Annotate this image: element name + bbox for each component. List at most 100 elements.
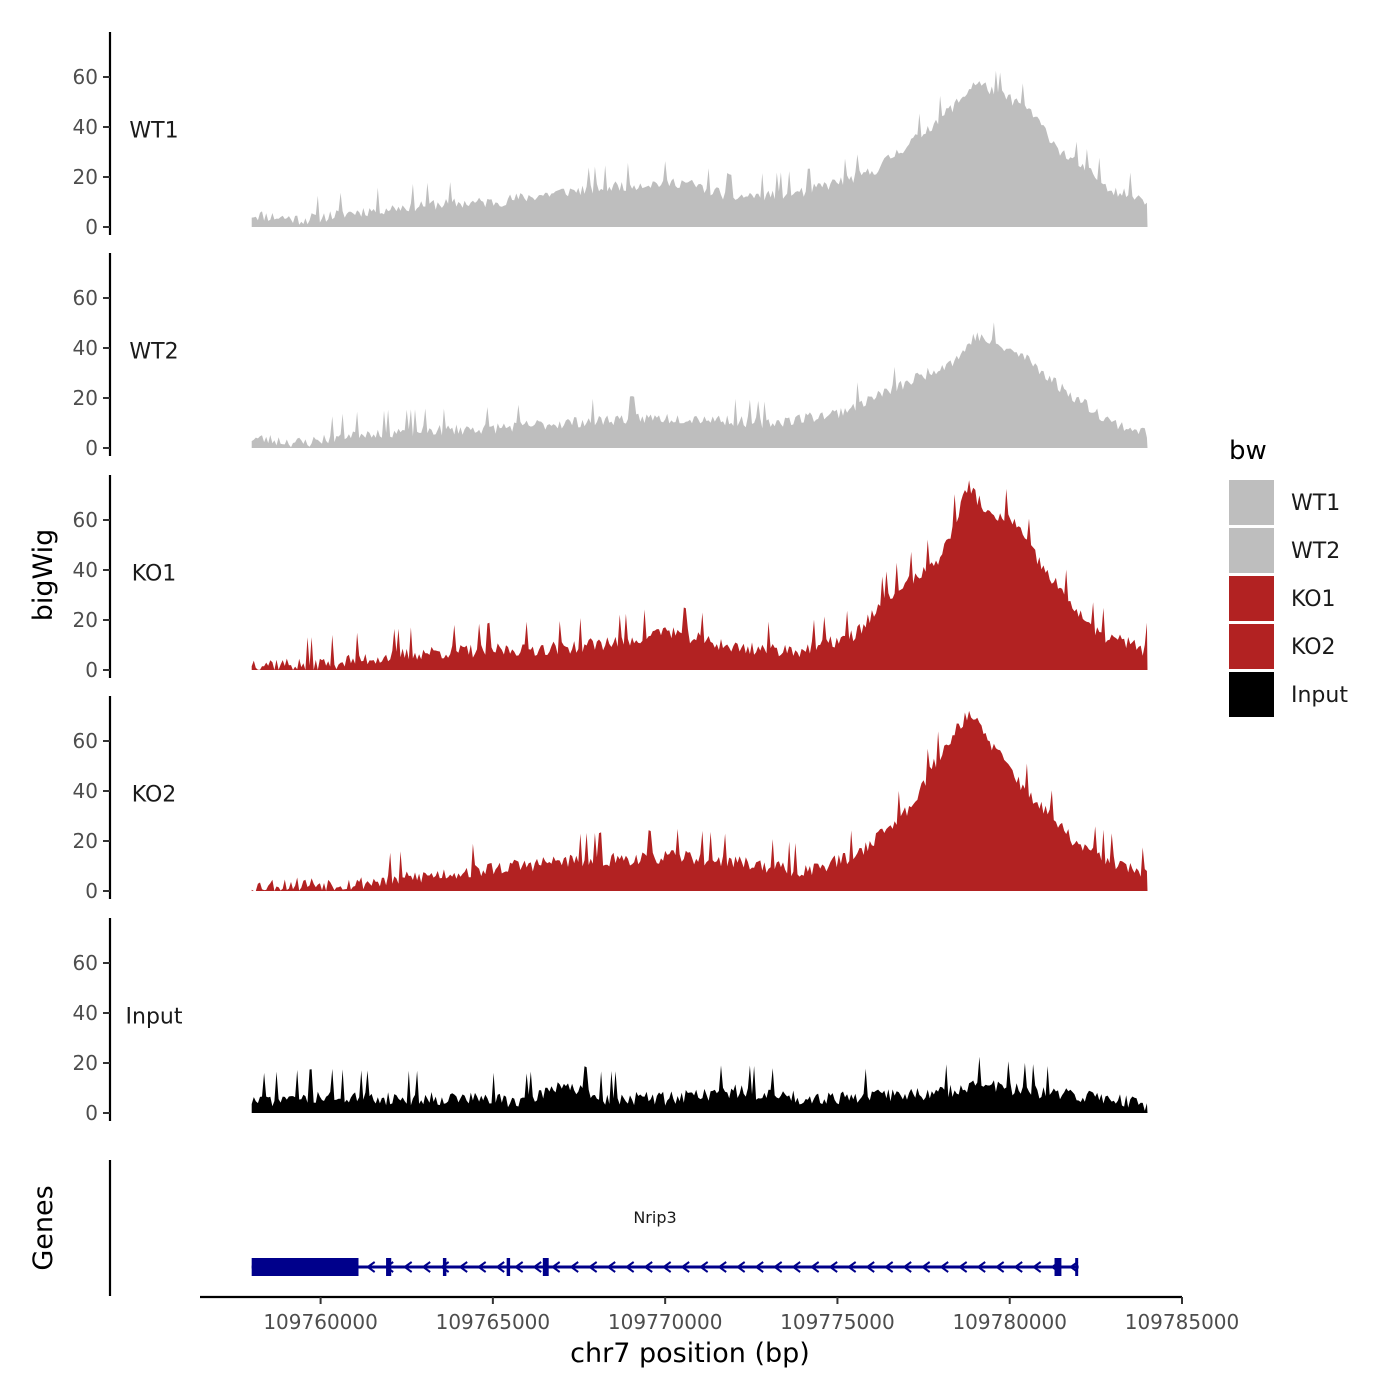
strand-arrow [754,1261,764,1273]
strand-arrow [809,1261,820,1273]
genes-track-title: Genes [28,1185,59,1270]
y-tick-label: 40 [73,115,98,139]
y-tick-label: 0 [85,658,98,682]
strand-arrow [994,1261,1005,1273]
strand-arrow [939,1261,949,1273]
legend-label-ko2: KO2 [1291,635,1336,660]
strand-arrow [513,1261,524,1273]
gene-exon [251,1258,359,1276]
y-tick-label: 40 [73,1001,98,1025]
track-label-input: Input [126,1005,183,1030]
strand-arrow [532,1261,542,1273]
strand-arrow [458,1261,468,1273]
strand-arrow [606,1261,616,1273]
track-label-wt2: WT2 [129,340,178,365]
coverage-area-ko1 [251,480,1148,670]
legend-key-input [1229,672,1274,717]
y-tick-label: 0 [85,436,98,460]
strand-arrow [828,1261,838,1273]
strand-arrow [735,1261,746,1273]
strand-arrow [550,1261,561,1273]
coverage-area-input [251,1056,1148,1113]
legend: bw WT1 WT2 KO1 KO2 Input [1229,436,1348,717]
track-wt2: 0 20 40 60 WT2 [73,253,1148,460]
y-tick-label: 40 [73,779,98,803]
strand-arrow [421,1261,431,1273]
x-tick-label: 109760000 [263,1310,378,1334]
strand-arrow [643,1261,653,1273]
y-tick-label: 60 [73,729,98,753]
y-axis-title: bigWig [28,529,59,622]
strand-arrow [698,1261,709,1273]
coverage-area-wt2 [251,322,1148,448]
strand-arrow [902,1261,912,1273]
strand-arrow [846,1261,857,1273]
strand-arrow [717,1261,727,1273]
strand-arrow [569,1261,579,1273]
legend-label-wt2: WT2 [1291,539,1340,564]
strand-arrow [587,1261,598,1273]
track-label-wt1: WT1 [129,119,178,144]
strand-arrow [476,1261,487,1273]
track-label-ko2: KO2 [132,783,177,808]
strand-arrow [920,1261,931,1273]
legend-title: bw [1229,436,1267,466]
strand-arrow [883,1261,894,1273]
x-tick-label: 109775000 [780,1310,895,1334]
legend-key-ko1 [1229,576,1274,621]
strand-arrow [976,1261,986,1273]
y-tick-label: 0 [85,879,98,903]
coverage-area-wt1 [251,70,1148,227]
track-input: 0 20 40 60 Input [73,918,1148,1125]
coverage-area-ko2 [251,710,1148,891]
y-tick-label: 60 [73,508,98,532]
y-tick-label: 20 [73,608,98,632]
x-axis-title: chr7 position (bp) [570,1338,810,1369]
y-tick-label: 0 [85,215,98,239]
y-tick-label: 60 [73,65,98,89]
gene-exon [542,1258,549,1276]
y-tick-label: 60 [73,286,98,310]
y-tick-label: 0 [85,1101,98,1125]
legend-key-wt1 [1229,480,1274,525]
gene-track: Nrip3 [108,1160,1079,1296]
strand-arrow [865,1261,875,1273]
strand-arrow [624,1261,635,1273]
track-ko1: 0 20 40 60 KO1 [73,475,1148,682]
gene-name-label: Nrip3 [633,1208,676,1227]
strand-arrow [1031,1261,1042,1273]
strand-arrow [772,1261,783,1273]
coverage-tracks: 0 20 40 60 WT1 0 20 40 60 WT2 0 20 40 60 KO1 0 20 40 60 KO2… [73,32,1148,1125]
y-tick-label: 40 [73,336,98,360]
y-tick-label: 20 [73,386,98,410]
track-label-ko1: KO1 [132,562,177,587]
strand-arrow [680,1261,690,1273]
gene-exon [386,1258,392,1276]
gene-exon [1075,1258,1079,1276]
gene-exon [506,1258,511,1276]
x-tick-label: 109785000 [1125,1310,1240,1334]
legend-label-wt1: WT1 [1291,491,1340,516]
x-tick-label: 109770000 [608,1310,723,1334]
strand-arrow [495,1261,505,1273]
strand-arrow [402,1261,413,1273]
strand-arrow [957,1261,968,1273]
legend-label-input: Input [1291,683,1348,708]
y-tick-label: 20 [73,829,98,853]
y-tick-label: 20 [73,165,98,189]
x-tick-label: 109765000 [436,1310,551,1334]
gene-exon [442,1258,447,1276]
legend-key-ko2 [1229,624,1274,669]
legend-key-wt2 [1229,528,1274,573]
strand-arrow [791,1261,801,1273]
track-wt1: 0 20 40 60 WT1 [73,32,1148,239]
x-axis: 109760000 109765000 109770000 109775000 1097… [200,1295,1240,1334]
strand-arrow [365,1261,376,1273]
gene-exon [1054,1258,1062,1276]
x-tick-label: 109780000 [952,1310,1067,1334]
y-tick-label: 60 [73,951,98,975]
track-ko2: 0 20 40 60 KO2 [73,696,1148,903]
strand-arrow [661,1261,672,1273]
y-tick-label: 20 [73,1051,98,1075]
